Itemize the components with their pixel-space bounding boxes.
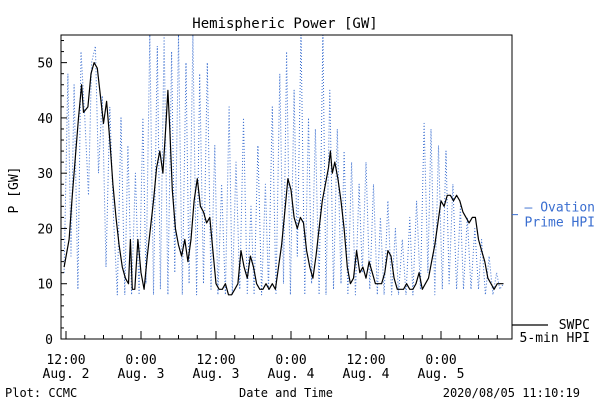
plot-frame [60,34,513,340]
x-tick-label-time: 0:00 [425,353,456,368]
x-tick-label-date: Aug. 4 [268,367,315,382]
footer-plot-credit: Plot: CCMC [5,386,77,400]
x-tick-label-date: Aug. 2 [43,367,90,382]
legend-label-swpc-line1: SWPC [559,318,590,333]
x-axis-label: Date and Time [239,386,333,400]
plot-area [63,35,504,296]
y-axis-label: P [GW] [7,167,22,214]
y-tick-label: 10 [37,278,53,293]
x-tick-label-time: 0:00 [125,353,156,368]
x-tick-label-time: 12:00 [46,353,85,368]
y-tick-label: 50 [37,57,53,72]
legend-label-swpc-line2: 5-min HPI [520,331,590,346]
x-tick-label-time: 12:00 [196,353,235,368]
x-tick-label-time: 0:00 [275,353,306,368]
y-axis: 0 10 20 30 40 50 [37,40,67,348]
series-line-swpc-hpi [63,62,504,296]
y-tick-label: 30 [37,167,53,182]
legend-label-ovation-line2: Prime HPI [525,216,595,231]
y-tick-label: 0 [45,333,53,348]
y-tick-label: 20 [37,222,53,237]
y-tick-label: 40 [37,112,53,127]
footer-timestamp: 2020/08/05 11:10:19 [443,386,580,400]
x-tick-label-date: Aug. 3 [118,367,165,382]
x-tick-label-date: Aug. 4 [343,367,390,382]
x-tick-label-time: 12:00 [346,353,385,368]
x-tick-label-date: Aug. 5 [418,367,465,382]
x-tick-label-date: Aug. 3 [193,367,240,382]
chart-title: Hemispheric Power [GW] [192,16,377,32]
legend-label-ovation-line1: — Ovation [525,201,595,216]
